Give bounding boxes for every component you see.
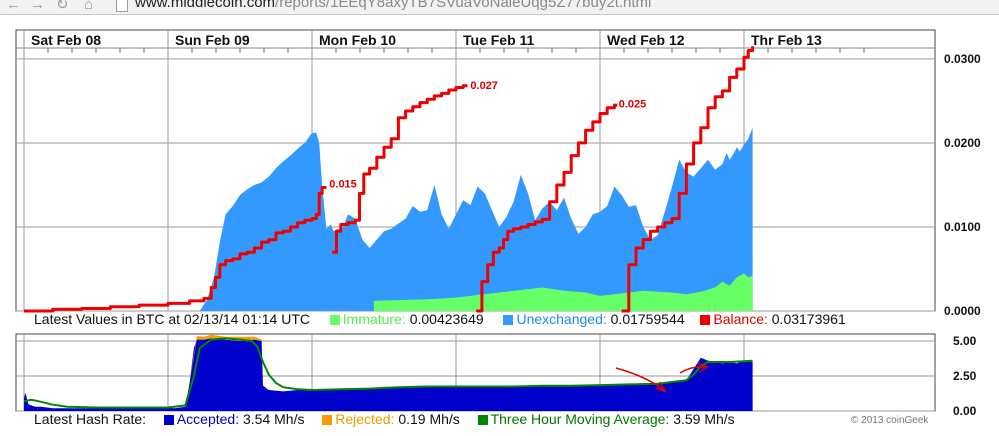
unexchanged-swatch [503, 315, 514, 325]
hashrate-areas [23, 334, 753, 411]
moving-average-swatch [477, 415, 488, 425]
hand-drawn-arrows [615, 362, 709, 393]
day-label: Mon Feb 10 [319, 32, 396, 48]
accepted-label: Accepted: [176, 411, 240, 427]
arrow-left-icon[interactable]: ← [6, 0, 21, 13]
unexchanged-area [199, 127, 753, 311]
y-tick-label: 0.0300 [944, 52, 981, 66]
y-tick-label: 2.50 [953, 369, 977, 383]
y-tick-label: 5.00 [953, 334, 977, 348]
balance-line-segment [332, 84, 468, 254]
day-label: Thr Feb 13 [751, 32, 822, 48]
day-label: Sat Feb 08 [31, 32, 101, 48]
annotation-arrow-stroke [615, 367, 665, 391]
rejected-swatch [322, 415, 333, 425]
annotation-arrow-head [655, 381, 667, 393]
accepted-swatch [163, 415, 174, 425]
balance-areas [199, 127, 753, 311]
balance-line-segment [24, 186, 327, 313]
immature-value: 0.00423649 [409, 311, 484, 327]
immature-swatch [329, 315, 340, 325]
day-label: Wed Feb 12 [607, 32, 685, 48]
hashrate-axis-labels: 5.00 2.50 0.00 [953, 334, 977, 418]
arrow-right-icon[interactable]: → [30, 0, 45, 13]
moving-average-line [23, 337, 753, 409]
balance-line-segment [621, 46, 755, 313]
day-label: Tue Feb 11 [463, 32, 535, 48]
balance-annotation: 0.027 [470, 80, 498, 92]
top-legend-prefix: Latest Values in BTC at 02/13/14 01:14 U… [34, 311, 311, 327]
reload-icon[interactable]: ↻ [56, 0, 69, 13]
accepted-area [24, 338, 753, 411]
url-field[interactable]: www.middlecoin.com/reports/1EEqY8axyTB7S… [135, 0, 651, 11]
rejected-label: Rejected: [335, 411, 395, 427]
url-path: /reports/1EEqY8axyTB7SVuaVoNaieUqg5Z77bu… [275, 0, 652, 11]
annotation-arrow-stroke [679, 366, 707, 374]
moving-average-label: Three Hour Moving Average: [490, 411, 670, 427]
browser-toolbar: ← → ↻ ⌂ www.middlecoin.com/reports/1EEqY… [0, 0, 999, 15]
balance-value: 0.03173961 [771, 311, 846, 327]
balance-axis-labels: Sat Feb 08 Sun Feb 09 Mon Feb 10 Tue Feb 11… [31, 32, 981, 318]
page-icon [116, 0, 128, 12]
unexchanged-label: Unexchanged: [516, 311, 607, 327]
balance-annotation: 0.025 [619, 99, 647, 111]
y-tick-label: 0.0100 [944, 220, 981, 234]
home-icon[interactable]: ⌂ [84, 0, 94, 13]
balance-line-segment [476, 103, 618, 313]
rejected-area [189, 334, 262, 383]
immature-area [373, 273, 753, 311]
bottom-legend: Latest Hash Rate: Accepted: 3.54 Mh/s Re… [34, 411, 735, 427]
balance-line: 0.015 0.027 0.025 [24, 46, 755, 313]
bottom-legend-prefix: Latest Hash Rate: [34, 411, 147, 427]
y-tick-label: 0.0000 [944, 304, 981, 318]
balance-swatch [700, 315, 711, 325]
accepted-value: 3.54 Mh/s [243, 411, 305, 427]
balance-label: Balance: [713, 311, 768, 327]
y-tick-label: 0.00 [953, 404, 977, 418]
copyright: © 2013 coinGeek [851, 415, 929, 426]
annotation-arrow-head [697, 362, 709, 373]
day-label: Sun Feb 09 [175, 32, 250, 48]
rejected-value: 0.19 Mh/s [398, 411, 460, 427]
unexchanged-value: 0.01759544 [610, 311, 685, 327]
balance-annotation: 0.015 [329, 178, 357, 190]
top-legend: Latest Values in BTC at 02/13/14 01:14 U… [34, 311, 846, 327]
url-host: www.middlecoin.com [135, 0, 276, 11]
mining-report-chart: 0.015 0.027 0.025 Sat Feb 08 Sun Feb 09 Mon … [15, 29, 981, 418]
immature-label: Immature: [342, 311, 406, 327]
moving-average-value: 3.59 Mh/s [673, 411, 735, 427]
y-tick-label: 0.0200 [944, 136, 981, 150]
